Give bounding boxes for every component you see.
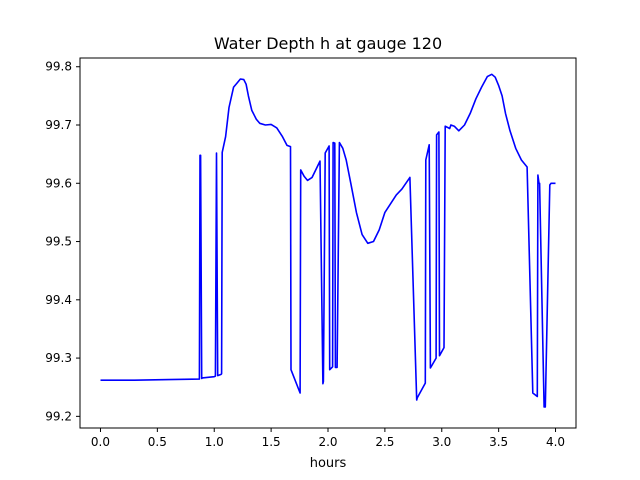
x-tick-label: 4.0: [546, 435, 565, 449]
x-tick-label: 0.5: [148, 435, 167, 449]
y-tick-label: 99.6: [45, 176, 72, 190]
series-line: [100, 73, 556, 408]
chart-title: Water Depth h at gauge 120: [214, 34, 442, 53]
x-tick-label: 2.0: [318, 435, 337, 449]
x-tick-label: 1.0: [205, 435, 224, 449]
y-tick-label: 99.2: [45, 409, 72, 423]
x-axis: 0.0 0.5 1.0 1.5 2.0 2.5 3.0 3.5 4.0: [91, 428, 565, 449]
x-tick-label: 1.5: [262, 435, 281, 449]
x-tick-label: 2.5: [375, 435, 394, 449]
x-tick-label: 3.5: [489, 435, 508, 449]
plot-area: [100, 73, 556, 408]
y-tick-label: 99.5: [45, 235, 72, 249]
x-tick-label: 3.0: [432, 435, 451, 449]
y-tick-label: 99.7: [45, 118, 72, 132]
x-tick-label: 0.0: [91, 435, 110, 449]
x-axis-label: hours: [310, 456, 347, 471]
y-tick-label: 99.4: [45, 293, 72, 307]
y-tick-label: 99.3: [45, 351, 72, 365]
y-tick-label: 99.8: [45, 60, 72, 74]
y-axis: 99.2 99.3 99.4 99.5 99.6 99.7 99.8: [45, 60, 80, 423]
